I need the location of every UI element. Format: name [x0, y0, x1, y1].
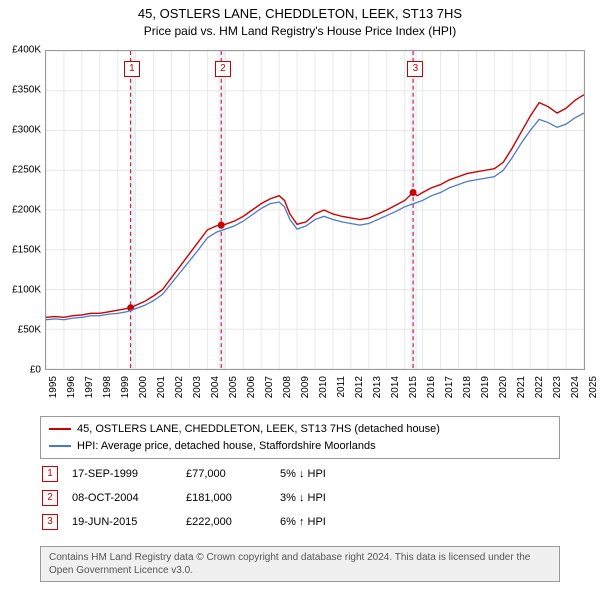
chart-title-line2: Price paid vs. HM Land Registry's House …	[0, 23, 600, 38]
x-tick-label: 1998	[102, 376, 113, 398]
event-date: 19-JUN-2015	[72, 516, 172, 528]
x-tick-label: 1999	[120, 376, 131, 398]
event-price: £181,000	[186, 492, 266, 504]
y-tick-label: £400K	[12, 45, 41, 56]
event-date: 17-SEP-1999	[72, 468, 172, 480]
event-hpi-delta: 5% ↓ HPI	[280, 468, 380, 480]
x-tick-label: 2004	[210, 376, 221, 398]
chart-title-line1: 45, OSTLERS LANE, CHEDDLETON, LEEK, ST13…	[0, 0, 600, 23]
x-tick-label: 2005	[228, 376, 239, 398]
y-tick-label: £250K	[12, 165, 41, 176]
x-tick-label: 2018	[462, 376, 473, 398]
x-tick-label: 2006	[246, 376, 257, 398]
event-price: £77,000	[186, 468, 266, 480]
x-tick-label: 2014	[390, 376, 401, 398]
x-tick-label: 2010	[318, 376, 329, 398]
legend-swatch	[49, 445, 71, 447]
legend: 45, OSTLERS LANE, CHEDDLETON, LEEK, ST13…	[40, 416, 560, 459]
event-table: 1 17-SEP-1999 £77,000 5% ↓ HPI 2 08-OCT-2004 £…	[40, 462, 560, 534]
x-tick-label: 2024	[570, 376, 581, 398]
event-number: 1	[42, 466, 58, 482]
legend-label: HPI: Average price, detached house, Staf…	[77, 438, 376, 455]
x-tick-label: 2008	[282, 376, 293, 398]
x-tick-label: 2000	[138, 376, 149, 398]
y-tick-label: £300K	[12, 125, 41, 136]
x-tick-label: 2013	[372, 376, 383, 398]
event-row: 1 17-SEP-1999 £77,000 5% ↓ HPI	[40, 462, 560, 486]
plot-svg	[46, 51, 584, 369]
event-hpi-delta: 6% ↑ HPI	[280, 516, 380, 528]
x-tick-label: 2022	[534, 376, 545, 398]
x-tick-label: 2015	[408, 376, 419, 398]
y-tick-label: £50K	[18, 325, 41, 336]
x-tick-label: 2023	[552, 376, 563, 398]
x-tick-label: 2007	[264, 376, 275, 398]
x-tick-label: 1997	[84, 376, 95, 398]
y-axis: £0£50K£100K£150K£200K£250K£300K£350K£400…	[0, 50, 43, 370]
event-date: 08-OCT-2004	[72, 492, 172, 504]
x-tick-label: 2003	[192, 376, 203, 398]
x-tick-label: 2020	[498, 376, 509, 398]
x-axis: 1995 1996 1997 1998 1999 2000 2001 2002 2003 2004…	[45, 372, 585, 412]
x-tick-label: 1995	[48, 376, 59, 398]
copyright-footer: Contains HM Land Registry data © Crown c…	[40, 546, 560, 582]
x-tick-label: 2019	[480, 376, 491, 398]
event-marker-label: 1	[124, 61, 140, 77]
x-tick-label: 2021	[516, 376, 527, 398]
legend-swatch	[49, 428, 71, 430]
x-tick-label: 2017	[444, 376, 455, 398]
plot-area: 1 2 3	[45, 50, 585, 370]
x-tick-label: 2011	[336, 376, 347, 398]
legend-row: 45, OSTLERS LANE, CHEDDLETON, LEEK, ST13…	[49, 421, 551, 438]
y-tick-label: £200K	[12, 205, 41, 216]
event-number: 2	[42, 490, 58, 506]
event-price: £222,000	[186, 516, 266, 528]
y-tick-label: £150K	[12, 245, 41, 256]
event-dot	[410, 189, 417, 196]
x-tick-label: 2016	[426, 376, 437, 398]
event-row: 2 08-OCT-2004 £181,000 3% ↓ HPI	[40, 486, 560, 510]
event-marker-label: 3	[407, 61, 423, 77]
chart-container: 45, OSTLERS LANE, CHEDDLETON, LEEK, ST13…	[0, 0, 600, 590]
legend-row: HPI: Average price, detached house, Staf…	[49, 438, 551, 455]
y-tick-label: £350K	[12, 85, 41, 96]
legend-label: 45, OSTLERS LANE, CHEDDLETON, LEEK, ST13…	[77, 421, 440, 438]
x-tick-label: 1996	[66, 376, 77, 398]
x-tick-label: 2002	[174, 376, 185, 398]
event-number: 3	[42, 514, 58, 530]
event-marker-label: 2	[215, 61, 231, 77]
y-tick-label: £100K	[12, 285, 41, 296]
event-row: 3 19-JUN-2015 £222,000 6% ↑ HPI	[40, 510, 560, 534]
x-tick-label: 2001	[156, 376, 167, 398]
event-hpi-delta: 3% ↓ HPI	[280, 492, 380, 504]
y-tick-label: £0	[30, 365, 41, 376]
event-dot	[218, 222, 225, 229]
x-tick-label: 2025	[588, 376, 599, 398]
x-tick-label: 2012	[354, 376, 365, 398]
x-tick-label: 2009	[300, 376, 311, 398]
